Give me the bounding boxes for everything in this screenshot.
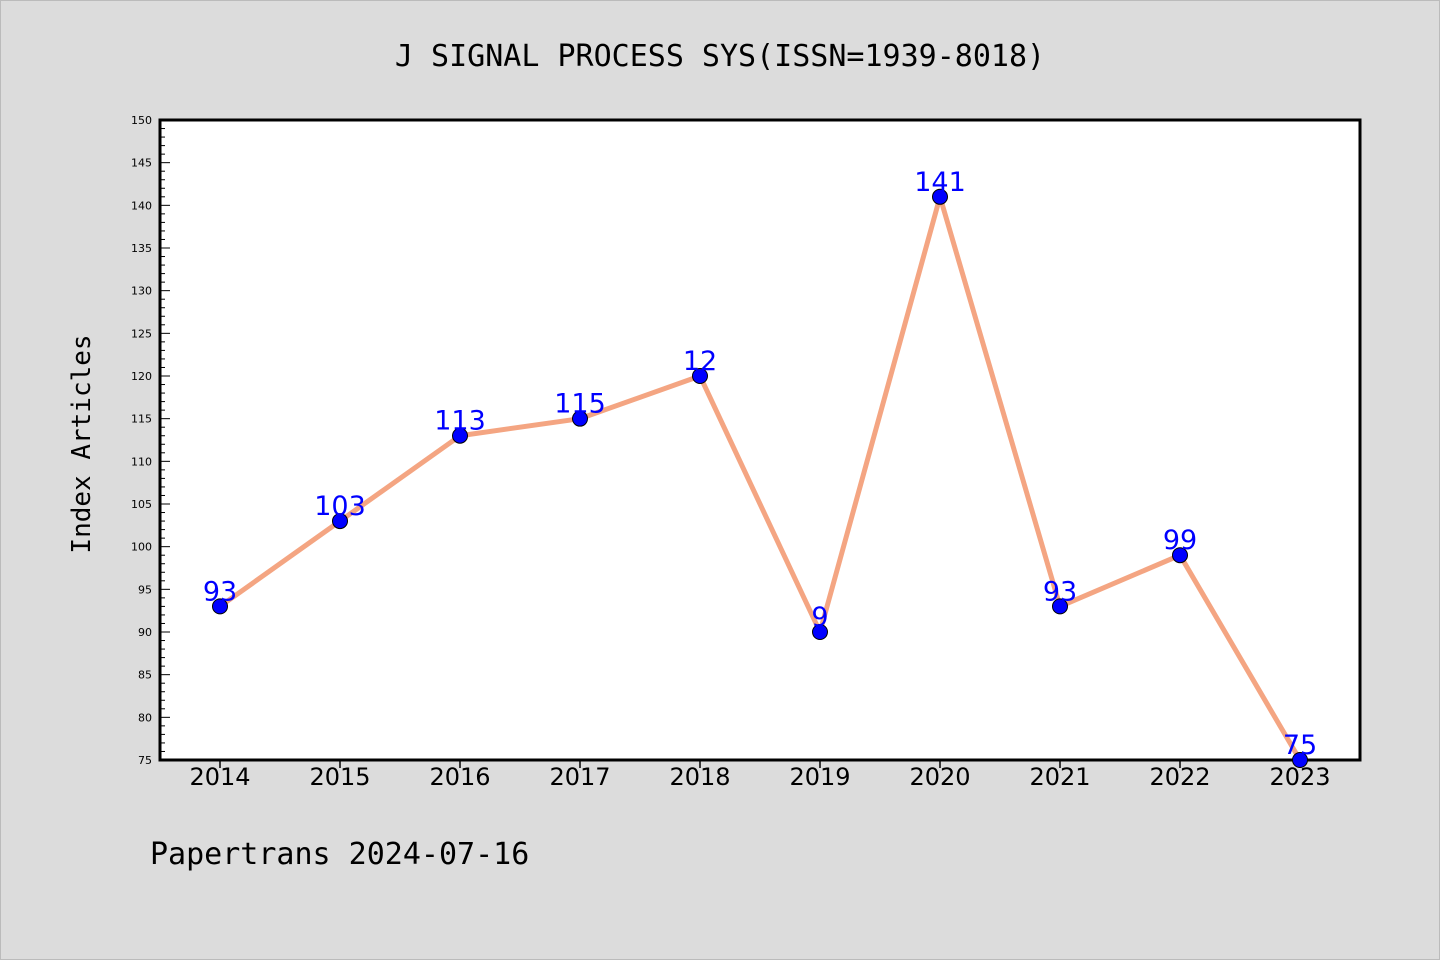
y-tick-label: 90 bbox=[138, 626, 152, 639]
data-point bbox=[332, 513, 348, 530]
data-label: 12 bbox=[683, 346, 717, 377]
y-tick-label: 115 bbox=[131, 413, 152, 426]
y-tick-label: 100 bbox=[131, 541, 152, 554]
y-axis: 75 80 85 90 95 100 105 110 115 120 125 130 135 140 145… bbox=[131, 114, 170, 767]
x-tick-label: 2017 bbox=[549, 763, 610, 791]
y-tick-label: 130 bbox=[131, 285, 152, 298]
data-label: 115 bbox=[554, 389, 606, 420]
y-tick-label: 140 bbox=[131, 199, 152, 212]
x-tick-label: 2019 bbox=[789, 763, 850, 791]
y-tick-label: 135 bbox=[131, 242, 152, 255]
y-tick-label: 120 bbox=[131, 370, 152, 383]
y-tick-label: 150 bbox=[131, 114, 152, 127]
data-point bbox=[212, 598, 228, 615]
x-tick-label: 2015 bbox=[309, 763, 370, 791]
x-tick-label: 2016 bbox=[429, 763, 490, 791]
series-line bbox=[218, 194, 1303, 762]
y-tick-label: 95 bbox=[138, 583, 152, 596]
footer-credit: Papertrans 2024-07-16 bbox=[150, 837, 529, 872]
y-tick-label: 80 bbox=[138, 711, 152, 724]
x-tick-label: 2018 bbox=[669, 763, 730, 791]
data-label: 75 bbox=[1283, 730, 1317, 761]
x-tick-label: 2022 bbox=[1149, 763, 1210, 791]
y-tick-label: 85 bbox=[138, 669, 152, 682]
data-label: 93 bbox=[1043, 576, 1077, 607]
data-point bbox=[692, 368, 708, 384]
chart-title: J SIGNAL PROCESS SYS(ISSN=1939-8018) bbox=[395, 39, 1045, 74]
data-point bbox=[812, 624, 828, 640]
data-point bbox=[1292, 752, 1308, 768]
series-group: 93 103 113 115 12 9 141 93 99 75 bbox=[203, 167, 1317, 768]
plot-area bbox=[158, 118, 1362, 762]
data-label: 113 bbox=[434, 406, 486, 437]
y-tick-label: 75 bbox=[138, 754, 152, 767]
data-label: 99 bbox=[1163, 525, 1197, 556]
y-tick-label: 125 bbox=[131, 327, 152, 340]
x-tick-label: 2021 bbox=[1029, 763, 1090, 791]
data-point bbox=[1052, 598, 1068, 615]
x-axis: 2014 2015 2016 2017 2018 2019 2020 2021 2022 2023 bbox=[189, 760, 1331, 791]
data-label: 93 bbox=[203, 576, 237, 607]
data-label: 141 bbox=[914, 167, 966, 198]
x-tick-label: 2020 bbox=[909, 763, 970, 791]
data-point bbox=[452, 427, 468, 444]
y-axis-label: Index Articles bbox=[67, 334, 97, 553]
data-point bbox=[1172, 547, 1188, 564]
data-label: 103 bbox=[314, 491, 366, 522]
y-tick-label: 110 bbox=[131, 455, 152, 468]
data-label: 9 bbox=[811, 602, 828, 633]
x-tick-label: 2014 bbox=[189, 763, 250, 791]
data-point bbox=[932, 188, 948, 205]
y-tick-label: 145 bbox=[131, 157, 152, 170]
data-point bbox=[572, 410, 588, 427]
y-tick-label: 105 bbox=[131, 498, 152, 511]
